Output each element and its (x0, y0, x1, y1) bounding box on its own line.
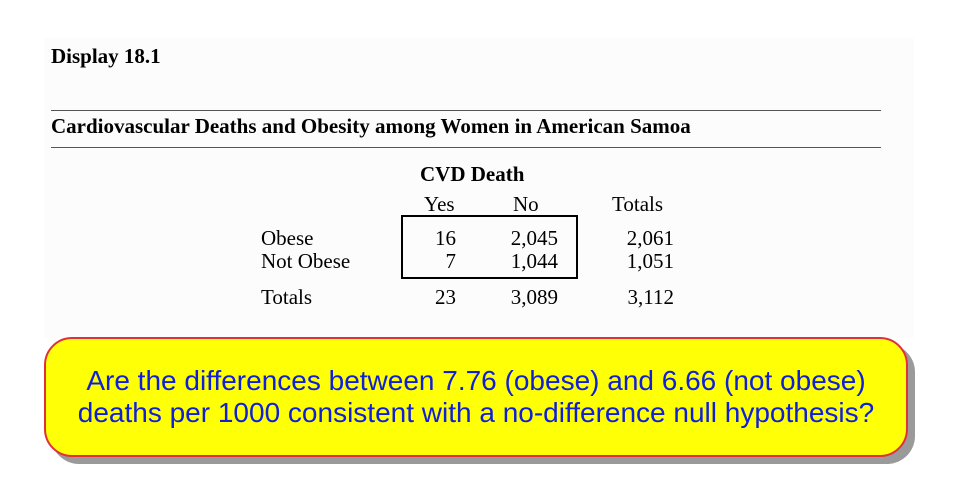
cell-totals-no: 3,089 (510, 285, 558, 309)
cell-obese-yes: 16 (435, 226, 456, 250)
title-top-rule (51, 110, 881, 111)
cell-not-obese-totals: 1,051 (626, 249, 674, 273)
cell-totals-yes: 23 (435, 285, 456, 309)
cell-totals-totals: 3,112 (627, 285, 674, 309)
cell-obese-totals: 2,061 (626, 226, 674, 250)
column-header-yes: Yes (424, 192, 455, 216)
row-label: Obese (261, 226, 314, 250)
table-title: Cardiovascular Deaths and Obesity among … (51, 114, 691, 138)
row-label: Not Obese (261, 249, 351, 273)
display-label: Display 18.1 (51, 44, 161, 68)
cell-not-obese-yes: 7 (445, 249, 457, 273)
question-callout-text: Are the differences between 7.76 (obese)… (77, 365, 875, 428)
question-callout: Are the differences between 7.76 (obese)… (44, 337, 908, 457)
table-sheet (44, 38, 914, 338)
cell-not-obese-no: 1,044 (510, 249, 558, 273)
column-header-totals: Totals (612, 192, 664, 216)
cell-box (401, 215, 578, 279)
column-header-no: No (513, 192, 539, 216)
cell-obese-no: 2,045 (510, 226, 558, 250)
column-group-header: CVD Death (420, 162, 525, 186)
title-bottom-rule (51, 147, 881, 148)
totals-row-label: Totals (261, 285, 313, 309)
